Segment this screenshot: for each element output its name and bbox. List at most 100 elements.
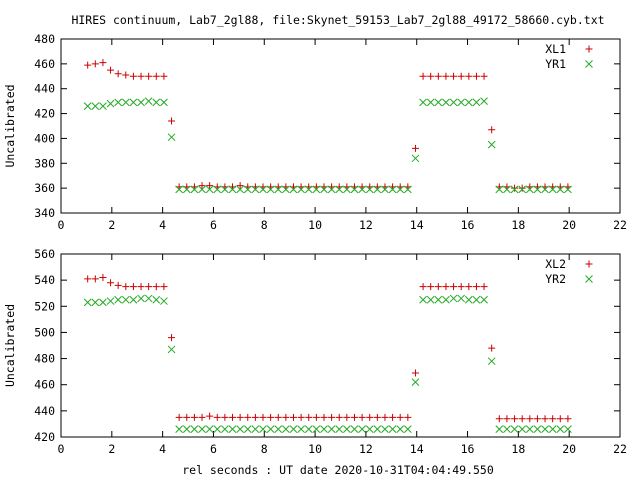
data-point <box>312 425 321 434</box>
data-point <box>99 59 107 67</box>
data-point <box>99 274 107 282</box>
data-point <box>206 412 214 420</box>
data-point <box>312 413 320 421</box>
data-point <box>373 425 382 434</box>
data-point <box>106 297 115 305</box>
data-point <box>282 185 290 194</box>
data-point <box>114 281 122 289</box>
chart-title: HIRES continuum, Lab7_2gl88, file:Skynet… <box>71 13 604 27</box>
data-point <box>449 98 458 107</box>
data-point <box>503 185 511 194</box>
data-point <box>503 425 511 434</box>
legend-label: YR1 <box>545 57 566 71</box>
data-point <box>160 297 168 305</box>
data-point <box>511 184 519 192</box>
data-point <box>137 283 145 291</box>
y-tick-label: 360 <box>34 181 55 195</box>
data-point <box>541 415 549 423</box>
data-point <box>518 425 527 434</box>
data-point <box>236 182 244 190</box>
data-point <box>289 185 298 194</box>
x-tick-label: 6 <box>210 442 217 456</box>
data-point <box>274 413 282 421</box>
data-point <box>556 425 565 434</box>
data-point <box>243 185 252 194</box>
data-point <box>442 72 450 80</box>
data-point <box>221 413 229 421</box>
x-tick-label: 22 <box>613 442 627 456</box>
data-point <box>381 413 389 421</box>
data-point <box>122 283 130 291</box>
x-tick-label: 18 <box>511 442 525 456</box>
data-point <box>548 185 557 194</box>
data-point <box>511 415 519 423</box>
x-tick-label: 12 <box>359 218 373 232</box>
y-tick-label: 420 <box>34 430 55 444</box>
data-point <box>282 413 290 421</box>
data-point <box>510 425 519 434</box>
y-tick-label: 380 <box>34 156 55 170</box>
data-point <box>114 295 123 304</box>
data-point <box>198 185 206 194</box>
data-point <box>228 425 237 434</box>
data-point <box>282 425 290 434</box>
x-tick-label: 10 <box>308 442 322 456</box>
plot-frame <box>60 253 621 438</box>
data-point <box>381 425 389 434</box>
data-point <box>465 283 473 291</box>
data-point <box>274 185 283 194</box>
data-point <box>403 185 412 194</box>
data-point <box>328 413 336 421</box>
data-point <box>137 98 145 107</box>
data-point <box>427 72 435 80</box>
data-point <box>175 185 184 194</box>
legend-label: XL2 <box>545 257 566 271</box>
data-point <box>236 413 244 421</box>
data-point <box>350 185 359 194</box>
y-tick-label: 500 <box>34 325 55 339</box>
series-XL1 <box>84 59 572 192</box>
data-point <box>107 66 115 74</box>
data-point <box>152 283 160 291</box>
data-point <box>472 98 481 107</box>
legend-marker <box>585 260 593 268</box>
data-point <box>168 334 176 342</box>
data-point <box>167 133 176 142</box>
data-point <box>480 72 488 80</box>
data-point <box>488 126 496 134</box>
data-point <box>342 185 351 194</box>
y-tick-label: 460 <box>34 57 55 71</box>
data-point <box>396 185 405 194</box>
y-axis-label: Uncalibrated <box>3 304 17 387</box>
data-point <box>541 425 549 434</box>
data-point <box>137 294 145 303</box>
data-point <box>221 185 229 194</box>
data-point <box>564 185 572 194</box>
data-point <box>182 425 191 434</box>
x-axis-label: rel seconds : UT date 2020-10-31T04:04:4… <box>182 463 494 477</box>
data-point <box>495 415 503 423</box>
data-point <box>472 283 480 291</box>
data-point <box>205 185 214 194</box>
data-point <box>289 425 298 434</box>
y-tick-label: 560 <box>34 247 55 261</box>
data-point <box>114 98 123 107</box>
data-point <box>411 378 420 386</box>
data-point <box>564 415 572 423</box>
y-tick-label: 480 <box>34 352 55 366</box>
data-point <box>129 283 137 291</box>
data-point <box>457 72 465 80</box>
data-point <box>168 117 176 125</box>
data-point <box>137 72 145 80</box>
data-point <box>533 185 542 194</box>
data-point <box>251 425 260 434</box>
data-point <box>183 413 191 421</box>
data-point <box>450 72 458 80</box>
legend-label: YR2 <box>545 272 566 286</box>
data-point <box>251 185 260 194</box>
data-point <box>442 295 450 304</box>
data-point <box>335 185 344 194</box>
x-tick-label: 14 <box>410 442 424 456</box>
data-point <box>350 413 358 421</box>
